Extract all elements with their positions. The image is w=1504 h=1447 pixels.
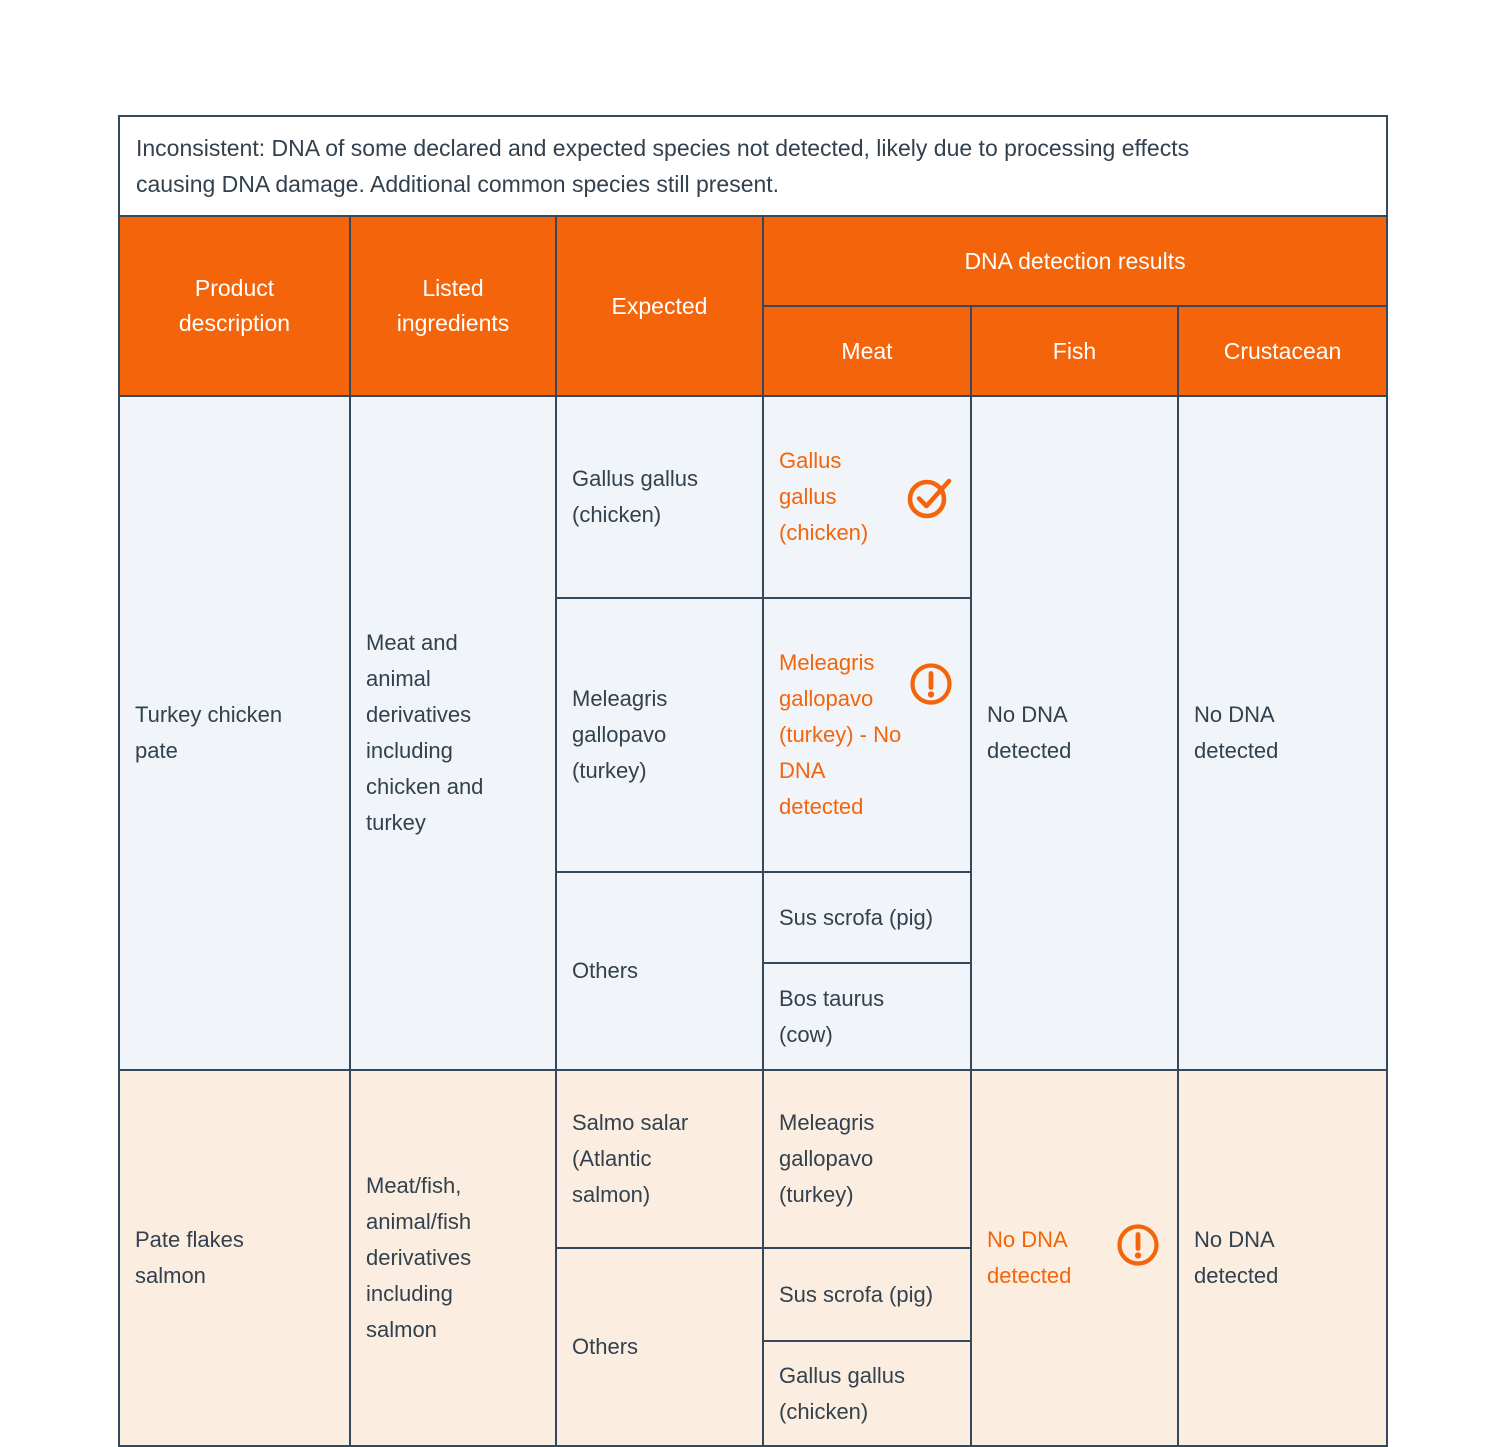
col-header-product-description: Product description bbox=[118, 215, 351, 397]
meat-result-cell: Sus scrofa (pig) bbox=[762, 871, 972, 964]
meat-result-cell: Gallus gallus (chicken) bbox=[762, 395, 972, 599]
col-header-crustacean: Crustacean bbox=[1176, 305, 1389, 397]
inconsistency-note: Inconsistent: DNA of some declared and e… bbox=[117, 115, 1389, 217]
col-header-listed-ingredients: Listed ingredients bbox=[349, 215, 557, 397]
expected-species-cell: Others bbox=[555, 1247, 764, 1447]
dna-detection-table: Inconsistent: DNA of some declared and e… bbox=[117, 115, 1389, 1447]
expected-species-cell: Gallus gallus (chicken) bbox=[555, 395, 764, 599]
meat-result-content: Gallus gallus (chicken) bbox=[779, 443, 956, 551]
crustacean-result-cell: No DNA detected bbox=[1176, 395, 1389, 1071]
check-circle-icon bbox=[907, 478, 952, 519]
meat-result-cell: Bos taurus (cow) bbox=[762, 962, 972, 1071]
fish-result-cell: No DNA detected bbox=[970, 395, 1179, 1071]
meat-result-content: Meleagris gallopavo (turkey) - No DNA de… bbox=[779, 645, 956, 825]
ingredients-cell: Meat/fish, animal/fish derivatives inclu… bbox=[349, 1069, 557, 1447]
col-header-fish: Fish bbox=[970, 305, 1179, 397]
alert-circle-icon bbox=[910, 663, 952, 705]
fish-result-cell: No DNA detected bbox=[970, 1069, 1179, 1447]
alert-circle-icon bbox=[1117, 1224, 1159, 1266]
expected-species-cell: Meleagris gallopavo (turkey) bbox=[555, 597, 764, 873]
expected-species-cell: Salmo salar (Atlantic salmon) bbox=[555, 1069, 764, 1249]
meat-result-text: Gallus gallus (chicken) bbox=[779, 448, 869, 545]
col-header-meat: Meat bbox=[762, 305, 972, 397]
meat-result-cell: Sus scrofa (pig) bbox=[762, 1247, 972, 1342]
ingredients-cell: Meat and animal derivatives including ch… bbox=[349, 395, 557, 1071]
meat-result-cell: Meleagris gallopavo (turkey) bbox=[762, 1069, 972, 1249]
product-cell: Turkey chicken pate bbox=[118, 395, 351, 1071]
col-header-dna-detection-results: DNA detection results bbox=[761, 215, 1389, 307]
meat-result-text: Meleagris gallopavo (turkey) - No DNA de… bbox=[779, 650, 902, 819]
col-header-expected: Expected bbox=[555, 215, 764, 397]
product-cell: Pate flakes salmon bbox=[118, 1069, 351, 1447]
meat-result-cell: Meleagris gallopavo (turkey) - No DNA de… bbox=[762, 597, 972, 873]
crustacean-result-cell: No DNA detected bbox=[1176, 1069, 1389, 1447]
fish-result-text: No DNA detected bbox=[987, 1227, 1072, 1288]
fish-result-content: No DNA detected bbox=[987, 1222, 1163, 1294]
expected-species-cell: Others bbox=[555, 871, 764, 1071]
meat-result-cell: Gallus gallus (chicken) bbox=[762, 1340, 972, 1447]
